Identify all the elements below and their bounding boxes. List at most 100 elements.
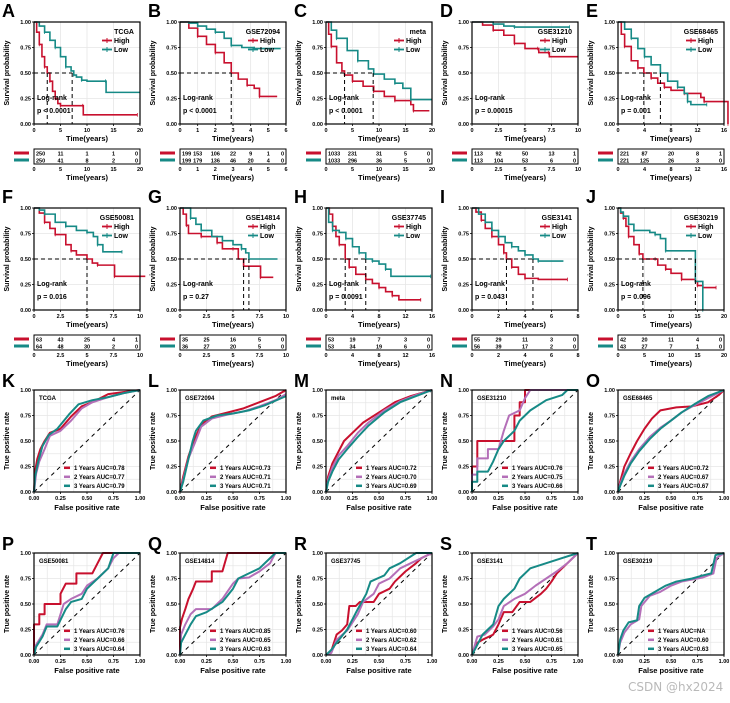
auc-label-year-2: 2 Years AUC=0.60 xyxy=(658,638,709,644)
panel-letter: F xyxy=(2,187,13,207)
y-tick-label: 0.25 xyxy=(20,628,31,634)
panel-letter: H xyxy=(294,187,307,207)
x-tick-label: 0 xyxy=(324,128,327,134)
y-tick-label: 0.25 xyxy=(312,465,323,471)
y-tick-label: 0.50 xyxy=(604,602,615,608)
x-tick-label: 0 xyxy=(324,314,327,320)
roc-panel-m: M 0.000.00 0.25 0.25 0.50 0.50 0.75 0.75 1.00 1.0… xyxy=(294,371,437,512)
y-tick-label: 0.00 xyxy=(458,122,469,128)
risk-x-tick-label: 2.5 xyxy=(203,353,211,359)
p-value: p = 0.016 xyxy=(37,294,67,301)
risk-x-tick-label: 0 xyxy=(616,167,619,173)
legend-label-low: Low xyxy=(698,233,713,240)
legend-label-low: Low xyxy=(114,233,129,240)
x-tick-label: 12 xyxy=(694,128,700,134)
y-tick-label: 0.75 xyxy=(166,577,177,583)
legend-label-low: Low xyxy=(114,47,129,54)
y-tick-label: 0.25 xyxy=(20,97,31,103)
x-tick-label: 8 xyxy=(669,128,672,134)
risk-x-tick-label: 0 xyxy=(616,353,619,359)
risk-x-tick-label: 4 xyxy=(249,167,253,173)
roc-curve-year-3 xyxy=(179,552,286,656)
y-tick-label: 1.00 xyxy=(312,388,323,394)
x-tick-label: 0.50 xyxy=(374,659,385,665)
x-tick-label: 15 xyxy=(694,314,700,320)
roc-curve-year-3 xyxy=(617,552,725,656)
roc-curve-year-3 xyxy=(33,552,140,656)
risk-count-low: 36 xyxy=(376,159,382,165)
risk-row-low-swatch xyxy=(306,344,321,348)
risk-count-high: 92 xyxy=(495,152,501,158)
risk-x-tick-label: 5 xyxy=(231,353,234,359)
legend-label-high: High xyxy=(406,38,422,45)
risk-count-high: 8 xyxy=(696,152,699,158)
x-axis-label: Time(years) xyxy=(358,134,400,143)
risk-count-high: 1 xyxy=(85,152,88,158)
y-tick-label: 0.25 xyxy=(458,628,469,634)
y-tick-label: 0.00 xyxy=(166,122,177,128)
x-tick-label: 0 xyxy=(32,128,35,134)
risk-table xyxy=(179,148,287,165)
risk-count-low: 53 xyxy=(328,345,334,351)
y-tick-label: 0.00 xyxy=(166,653,177,659)
risk-count-low: 221 xyxy=(620,159,629,165)
risk-row-high-swatch xyxy=(14,151,29,155)
p-value: p < 0.0001 xyxy=(183,108,217,115)
y-tick-label: 0.00 xyxy=(312,308,323,314)
y-tick-label: 0.25 xyxy=(20,283,31,289)
roc-panel-r: R 0.000.00 0.25 0.25 0.50 0.50 0.75 0.75 1.00 1.0… xyxy=(294,534,437,675)
y-tick-label: 0.50 xyxy=(166,257,177,263)
auc-label-year-1: 1 Years AUC=0.85 xyxy=(220,629,271,635)
risk-count-high: 0 xyxy=(135,152,138,158)
logrank-label: Log-rank xyxy=(37,95,67,102)
risk-count-low: 64 xyxy=(36,345,43,351)
risk-x-axis-label: Time(years) xyxy=(504,359,546,368)
y-tick-label: 1.00 xyxy=(312,206,323,212)
y-axis-label: Survival probability xyxy=(296,40,303,105)
x-tick-label: 8 xyxy=(377,314,380,320)
legend-label-low: Low xyxy=(698,47,713,54)
auc-label-year-3: 3 Years AUC=0.71 xyxy=(220,484,271,490)
risk-count-high: 1 xyxy=(719,152,722,158)
risk-x-tick-label: 2 xyxy=(214,167,217,173)
x-tick-label: 0.00 xyxy=(29,496,40,502)
y-axis-label: True positive rate xyxy=(588,575,595,633)
risk-count-high: 106 xyxy=(211,152,220,158)
x-axis-label: False positive rate xyxy=(54,503,119,512)
km-panel-h: H 0.00 0.25 0.50 0.75 1.00 0 4 8 12 16 Time(years) S… xyxy=(294,187,435,368)
risk-row-low-swatch xyxy=(598,344,613,348)
y-tick-label: 0.00 xyxy=(604,308,615,314)
y-tick-label: 1.00 xyxy=(458,551,469,557)
x-tick-label: 1.00 xyxy=(281,659,292,665)
risk-table xyxy=(325,334,433,351)
risk-table xyxy=(471,334,579,351)
risk-count-high: 0 xyxy=(281,152,284,158)
risk-x-axis-label: Time(years) xyxy=(358,173,400,182)
x-tick-label: 1.00 xyxy=(573,659,584,665)
y-tick-label: 0.25 xyxy=(312,628,323,634)
risk-x-tick-label: 0 xyxy=(178,167,181,173)
x-tick-label: 20 xyxy=(721,314,727,320)
panel-letter: A xyxy=(2,1,15,21)
km-panel-e: E 0.00 0.25 0.50 0.75 1.00 0 4 8 12 16 Time(years) S… xyxy=(586,1,729,182)
p-value: p = 0.00015 xyxy=(475,108,513,115)
y-tick-label: 0.75 xyxy=(20,46,31,52)
risk-row-low-swatch xyxy=(14,344,29,348)
y-axis-label: True positive rate xyxy=(4,412,11,470)
panel-letter: T xyxy=(586,534,597,554)
roc-curve-year-2 xyxy=(471,552,579,656)
risk-x-tick-label: 8 xyxy=(576,353,579,359)
y-tick-label: 0.75 xyxy=(604,414,615,420)
diagonal-reference xyxy=(617,552,725,656)
x-tick-label: 0.00 xyxy=(29,659,40,665)
risk-count-low: 0 xyxy=(135,159,138,165)
legend-label-high: High xyxy=(552,224,568,231)
x-tick-label: 10 xyxy=(84,128,90,134)
risk-count-low: 7 xyxy=(669,345,672,351)
risk-x-tick-label: 0 xyxy=(470,353,473,359)
panel-letter: N xyxy=(440,371,453,391)
x-tick-label: 15 xyxy=(110,128,116,134)
y-tick-label: 0.25 xyxy=(312,283,323,289)
km-curve-high xyxy=(34,21,138,116)
legend-title: GSE30219 xyxy=(684,215,718,222)
